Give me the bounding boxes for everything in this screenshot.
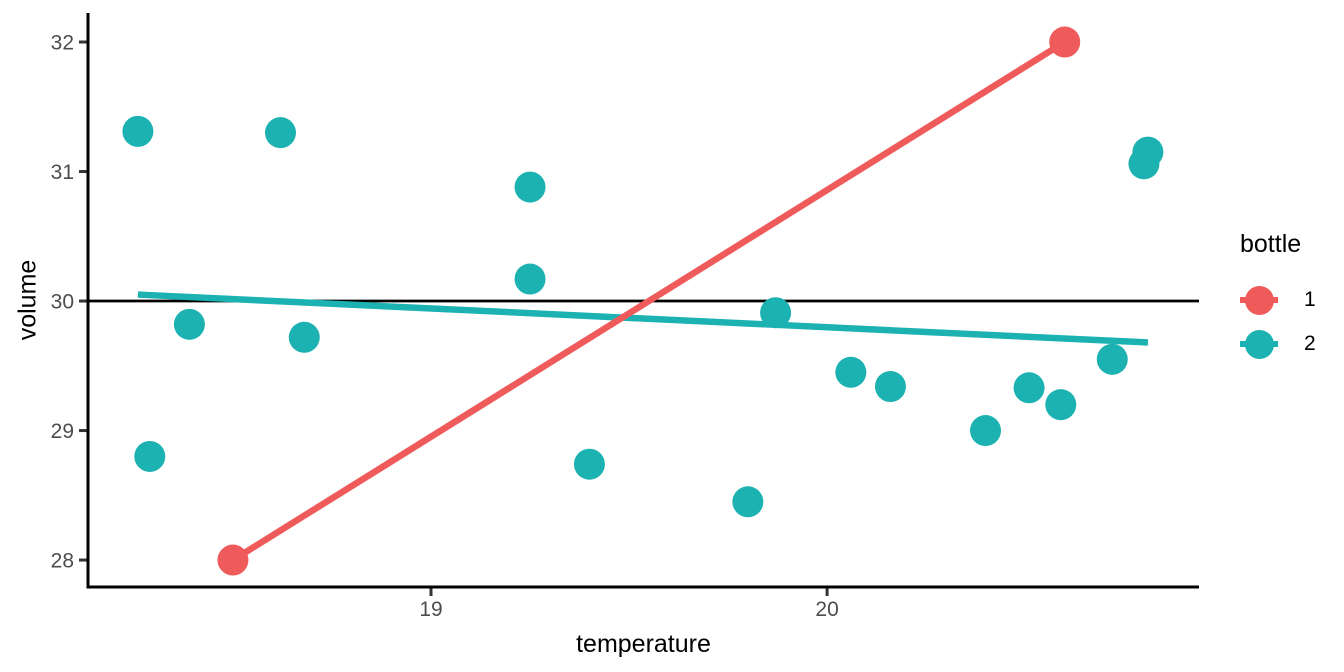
data-point-bottle-2 [1096, 343, 1128, 375]
legend-key-bottle-1 [1240, 284, 1278, 316]
data-point-bottle-2 [173, 308, 205, 340]
legend: bottle 1 2 [1240, 230, 1316, 366]
point-swatch-icon [1244, 285, 1274, 315]
y-tick-label: 29 [51, 420, 74, 443]
data-point-bottle-2 [514, 171, 546, 203]
legend-item-bottle-2: 2 [1240, 322, 1316, 366]
data-point-bottle-1 [217, 544, 249, 576]
data-point-bottle-2 [573, 448, 605, 480]
axis-lines [86, 13, 1199, 589]
data-point-bottle-2 [264, 117, 296, 149]
data-point-bottle-2 [514, 263, 546, 295]
y-tick-label: 32 [51, 31, 74, 54]
x-tick-label: 20 [815, 598, 838, 621]
data-point-bottle-2 [970, 415, 1002, 447]
data-point-bottle-2 [122, 115, 154, 147]
data-point-bottle-2 [288, 321, 320, 353]
y-tick-label: 28 [51, 549, 74, 572]
y-tick-label: 30 [51, 290, 74, 313]
legend-item-bottle-1: 1 [1240, 278, 1316, 322]
legend-item-label: 2 [1304, 332, 1316, 355]
data-point-bottle-2 [732, 486, 764, 518]
point-swatch-icon [1244, 329, 1274, 359]
trend-line-bottle-2 [137, 291, 1149, 346]
y-tick-label: 31 [51, 161, 74, 184]
data-point-bottle-2 [835, 356, 867, 388]
y-axis-title: volume [13, 259, 42, 341]
data-point-bottle-2 [1045, 389, 1077, 421]
data-point-bottle-2 [874, 371, 906, 403]
data-point-bottle-2 [1132, 136, 1164, 168]
legend-item-label: 1 [1304, 288, 1316, 311]
x-tick-label: 19 [419, 598, 442, 621]
data-point-bottle-2 [134, 440, 166, 472]
legend-title: bottle [1240, 230, 1302, 258]
x-axis-title: temperature [576, 630, 711, 658]
legend-key-bottle-2 [1240, 328, 1278, 360]
data-point-bottle-1 [1049, 26, 1081, 58]
data-point-bottle-2 [760, 297, 792, 329]
data-point-bottle-2 [1013, 372, 1045, 404]
trend-line-bottle-1 [231, 39, 1067, 563]
